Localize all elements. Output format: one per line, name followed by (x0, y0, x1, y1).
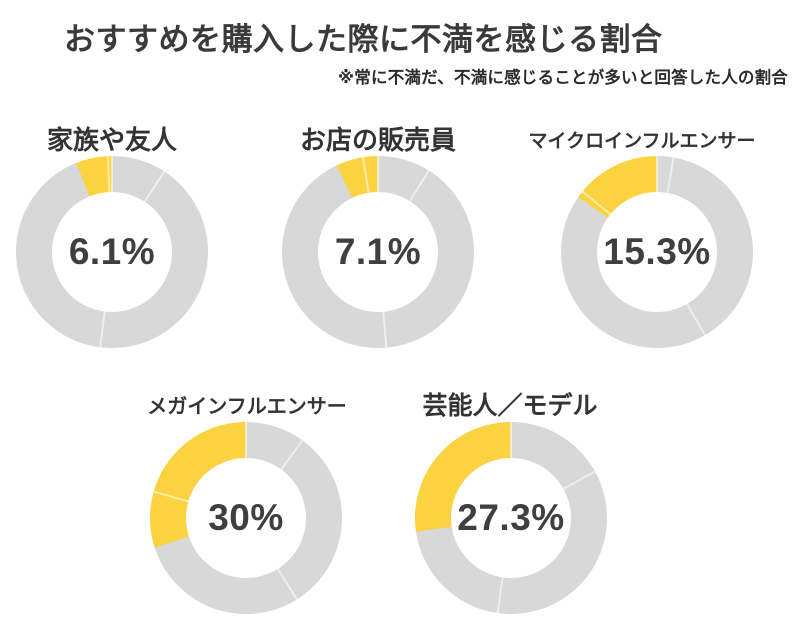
footnote: ※常に不満だ、不満に感じることが多いと回答した人の割合 (338, 69, 788, 87)
donut-chart-family-friends: 6.1% (16, 156, 208, 348)
donut-label-celebrity-model: 芸能人／モデル (422, 392, 598, 420)
donut-hole: 6.1% (52, 192, 172, 312)
percent-value: 27.3% (457, 497, 565, 538)
percent-value: 30% (208, 497, 284, 538)
donut-chart-micro-influencer: 15.3% (561, 156, 753, 348)
donut-hole: 30% (186, 458, 306, 578)
page-title: おすすめを購入した際に不満を感じる割合 (64, 22, 663, 57)
percent-value: 7.1% (334, 231, 422, 272)
donut-label-micro-influencer: マイクロインフルエンサー (528, 131, 756, 152)
donut-chart-store-staff: 7.1% (282, 156, 474, 348)
donut-hole: 15.3% (597, 192, 717, 312)
donut-hole: 27.3% (451, 458, 571, 578)
donut-label-store-staff: お店の販売員 (299, 125, 457, 155)
donut-label-mega-influencer: メガインフルエンサー (147, 396, 347, 418)
donut-chart-celebrity-model: 27.3% (415, 422, 607, 614)
donut-hole: 7.1% (318, 192, 438, 312)
donut-label-family-friends: 家族や友人 (46, 125, 178, 155)
percent-value: 6.1% (68, 231, 156, 272)
donut-chart-mega-influencer: 30% (150, 422, 342, 614)
percent-value: 15.3% (603, 231, 711, 272)
